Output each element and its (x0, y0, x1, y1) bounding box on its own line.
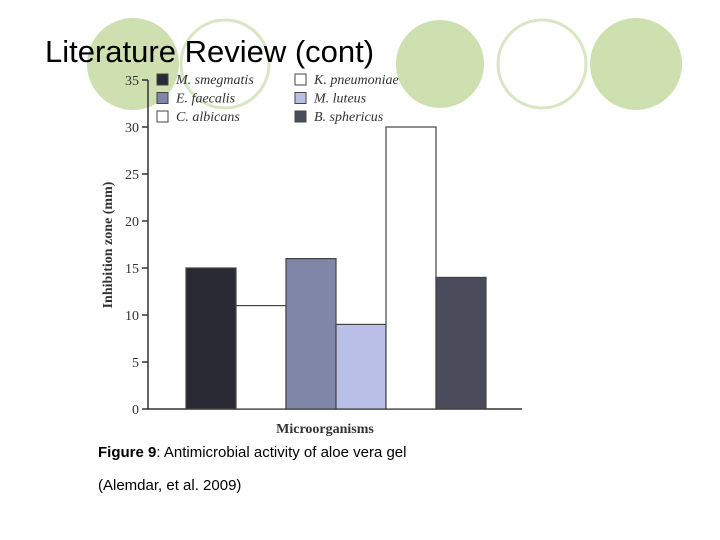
legend-swatch (294, 110, 307, 123)
figure-source: (Alemdar, et al. 2009) (98, 477, 241, 494)
y-tick-label: 20 (125, 215, 139, 230)
bar (335, 323, 387, 410)
caption-text: : Antimicrobial activity of aloe vera ge… (156, 444, 406, 461)
decoration (87, 18, 682, 110)
circle (179, 18, 271, 110)
slide-title: Literature Review (cont) (45, 34, 374, 69)
circle (496, 18, 588, 110)
figure-number: Figure 9 (98, 444, 156, 461)
y-axis-label: Inhibition zone (mm) (101, 181, 116, 308)
figure-caption: Figure 9: Antimicrobial activity of aloe… (98, 444, 406, 461)
chart: 0 5 10 15 20 25 30 35 Microorganisms Inhibition z… (101, 73, 522, 437)
y-tick-label: 10 (125, 309, 139, 324)
legend-label: C. albicans (176, 110, 240, 125)
y-tick-label: 35 (125, 74, 139, 89)
legend-swatch (156, 73, 169, 86)
legend-label: M. smegmatis (175, 73, 254, 88)
circle (396, 20, 484, 108)
y-tick-label: 25 (125, 168, 139, 183)
bar (185, 267, 237, 410)
y-tick-label: 5 (132, 356, 139, 371)
y-tick-label: 0 (132, 403, 139, 418)
y-tick-label: 30 (125, 121, 139, 136)
x-axis-label: Microorganisms (276, 422, 374, 437)
bar (235, 305, 287, 410)
legend-swatch (156, 92, 169, 104)
legend-swatch (156, 110, 169, 123)
bar (285, 258, 337, 410)
legend-swatch (294, 92, 307, 104)
legend-label: K. pneumoniae (313, 73, 399, 88)
legend-label: E. faecalis (175, 92, 236, 107)
legend-swatch (294, 73, 307, 86)
legend-label: M. luteus (313, 92, 367, 107)
circle (87, 18, 179, 110)
legend-label: B. sphericus (314, 110, 384, 125)
y-tick-label: 15 (125, 262, 139, 277)
bar (385, 126, 437, 410)
bar (435, 276, 487, 410)
circle (590, 18, 682, 110)
